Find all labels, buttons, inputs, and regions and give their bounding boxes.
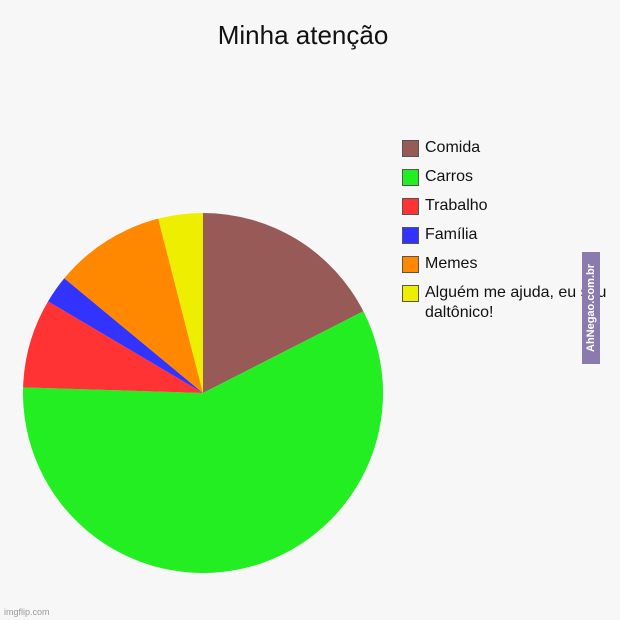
legend-label: Alguém me ajuda, eu sou daltônico! (425, 284, 607, 321)
legend-item: Alguém me ajuda, eu sou daltônico! (402, 283, 620, 321)
legend-swatch (402, 169, 419, 186)
credit: imgflip.com (4, 607, 50, 617)
chart-title: Minha atenção (217, 20, 389, 50)
legend-swatch (402, 227, 419, 244)
legend-label: Comida (425, 139, 481, 156)
legend-swatch (402, 140, 419, 157)
legend-item: Carros (402, 167, 620, 196)
pie-slice-4 (64, 218, 203, 393)
watermark: AhNegao.com.br (582, 252, 600, 364)
legend-item: Memes (402, 254, 620, 283)
legend-label: Memes (425, 255, 478, 272)
pie-slice-3 (48, 278, 203, 393)
legend-label: Carros (425, 168, 474, 185)
legend-item: Família (402, 225, 620, 254)
pie-slice-0 (203, 213, 364, 393)
legend-swatch (402, 256, 419, 273)
legend-swatch (402, 285, 419, 302)
legend-item: Comida (402, 138, 620, 167)
legend-label: Família (425, 226, 478, 243)
pie-slice-2 (23, 301, 203, 393)
legend: Comida Carros Trabalho Família Memes Alguém m… (402, 138, 620, 321)
legend-label: Trabalho (425, 197, 488, 214)
pie-slice-5 (158, 213, 203, 393)
pie-slice-1 (23, 311, 383, 573)
legend-item: Trabalho (402, 196, 620, 225)
legend-swatch (402, 198, 419, 215)
